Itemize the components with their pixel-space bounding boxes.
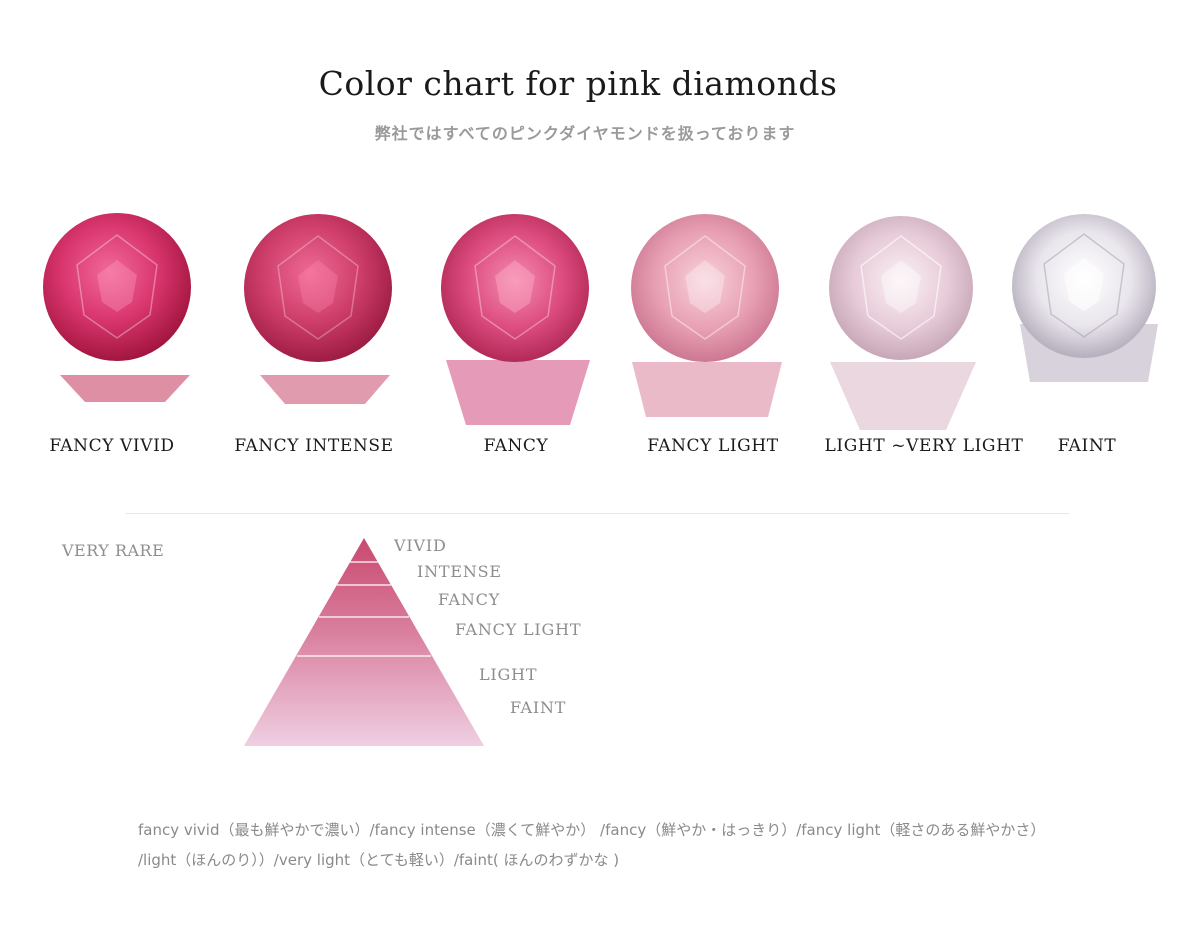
section-divider <box>126 513 1069 514</box>
diamond-fancy-light-image <box>631 214 782 417</box>
gem-label-fancy: FANCY <box>483 436 549 456</box>
diamond-fancy-vivid-image <box>43 213 191 402</box>
gem-label-fancy-intense: FANCY INTENSE <box>234 436 394 456</box>
diamond-fancy-intense-image <box>244 214 392 404</box>
gem-label-fancy-light: FANCY LIGHT <box>647 436 779 456</box>
diamond-faint-image <box>1012 214 1158 382</box>
diamond-fancy-image <box>441 214 590 425</box>
grade-notes-line-2: /light（ほんのり））/very light（とても軽い）/faint( ほ… <box>138 851 620 869</box>
pyramid-level-vivid: VIVID <box>394 536 447 555</box>
pyramid-level-fancy: FANCY <box>438 590 501 609</box>
rarity-pyramid <box>244 538 484 746</box>
gem-label-fancy-vivid: FANCY VIVID <box>49 436 175 456</box>
pyramid-level-fancy-light: FANCY LIGHT <box>455 620 582 639</box>
gem-label-faint: FAINT <box>1057 436 1117 456</box>
gem-label-light-very-light: LIGHT ~VERY LIGHT <box>824 436 1024 456</box>
page-subtitle: 弊社ではすべてのピンクダイヤモンドを扱っております <box>374 124 796 143</box>
rarity-label: VERY RARE <box>62 541 165 560</box>
diamond-light-very-light-image <box>829 216 976 430</box>
page-title: Color chart for pink diamonds <box>318 64 838 103</box>
pyramid-level-faint: FAINT <box>510 698 567 717</box>
pyramid-level-light: LIGHT <box>479 665 538 684</box>
grade-notes-line-1: fancy vivid（最も鮮やかで濃い）/fancy intense（濃くて鮮… <box>138 821 1046 839</box>
pyramid-level-intense: INTENSE <box>417 562 502 581</box>
